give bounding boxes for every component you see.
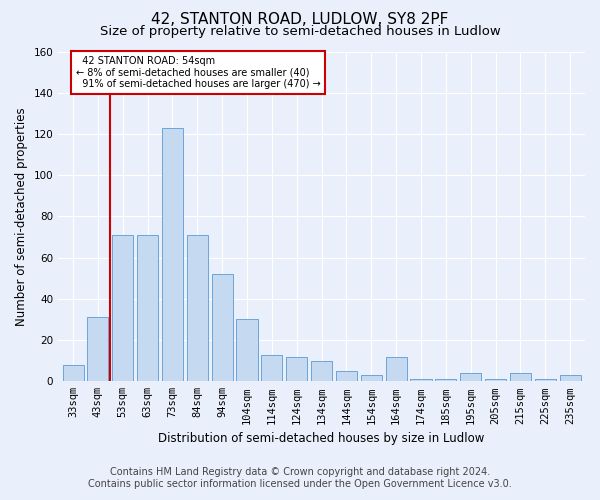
Text: Size of property relative to semi-detached houses in Ludlow: Size of property relative to semi-detach… bbox=[100, 25, 500, 38]
Bar bbox=[410, 379, 431, 382]
Bar bbox=[262, 354, 283, 382]
Bar bbox=[435, 379, 457, 382]
Bar bbox=[137, 235, 158, 382]
Bar bbox=[510, 373, 531, 382]
Bar bbox=[485, 379, 506, 382]
Text: 42 STANTON ROAD: 54sqm
← 8% of semi-detached houses are smaller (40)
  91% of se: 42 STANTON ROAD: 54sqm ← 8% of semi-deta… bbox=[76, 56, 320, 89]
Text: 42, STANTON ROAD, LUDLOW, SY8 2PF: 42, STANTON ROAD, LUDLOW, SY8 2PF bbox=[151, 12, 449, 28]
Bar bbox=[112, 235, 133, 382]
Bar bbox=[361, 375, 382, 382]
Bar bbox=[560, 375, 581, 382]
Bar bbox=[236, 320, 257, 382]
Bar bbox=[162, 128, 183, 382]
Bar bbox=[187, 235, 208, 382]
Bar bbox=[212, 274, 233, 382]
Bar bbox=[460, 373, 481, 382]
Bar bbox=[311, 360, 332, 382]
Bar bbox=[62, 365, 83, 382]
Bar bbox=[386, 356, 407, 382]
Bar bbox=[336, 371, 357, 382]
Y-axis label: Number of semi-detached properties: Number of semi-detached properties bbox=[15, 107, 28, 326]
Text: Contains HM Land Registry data © Crown copyright and database right 2024.
Contai: Contains HM Land Registry data © Crown c… bbox=[88, 468, 512, 489]
Bar bbox=[286, 356, 307, 382]
Bar bbox=[88, 318, 109, 382]
Bar bbox=[535, 379, 556, 382]
X-axis label: Distribution of semi-detached houses by size in Ludlow: Distribution of semi-detached houses by … bbox=[158, 432, 485, 445]
